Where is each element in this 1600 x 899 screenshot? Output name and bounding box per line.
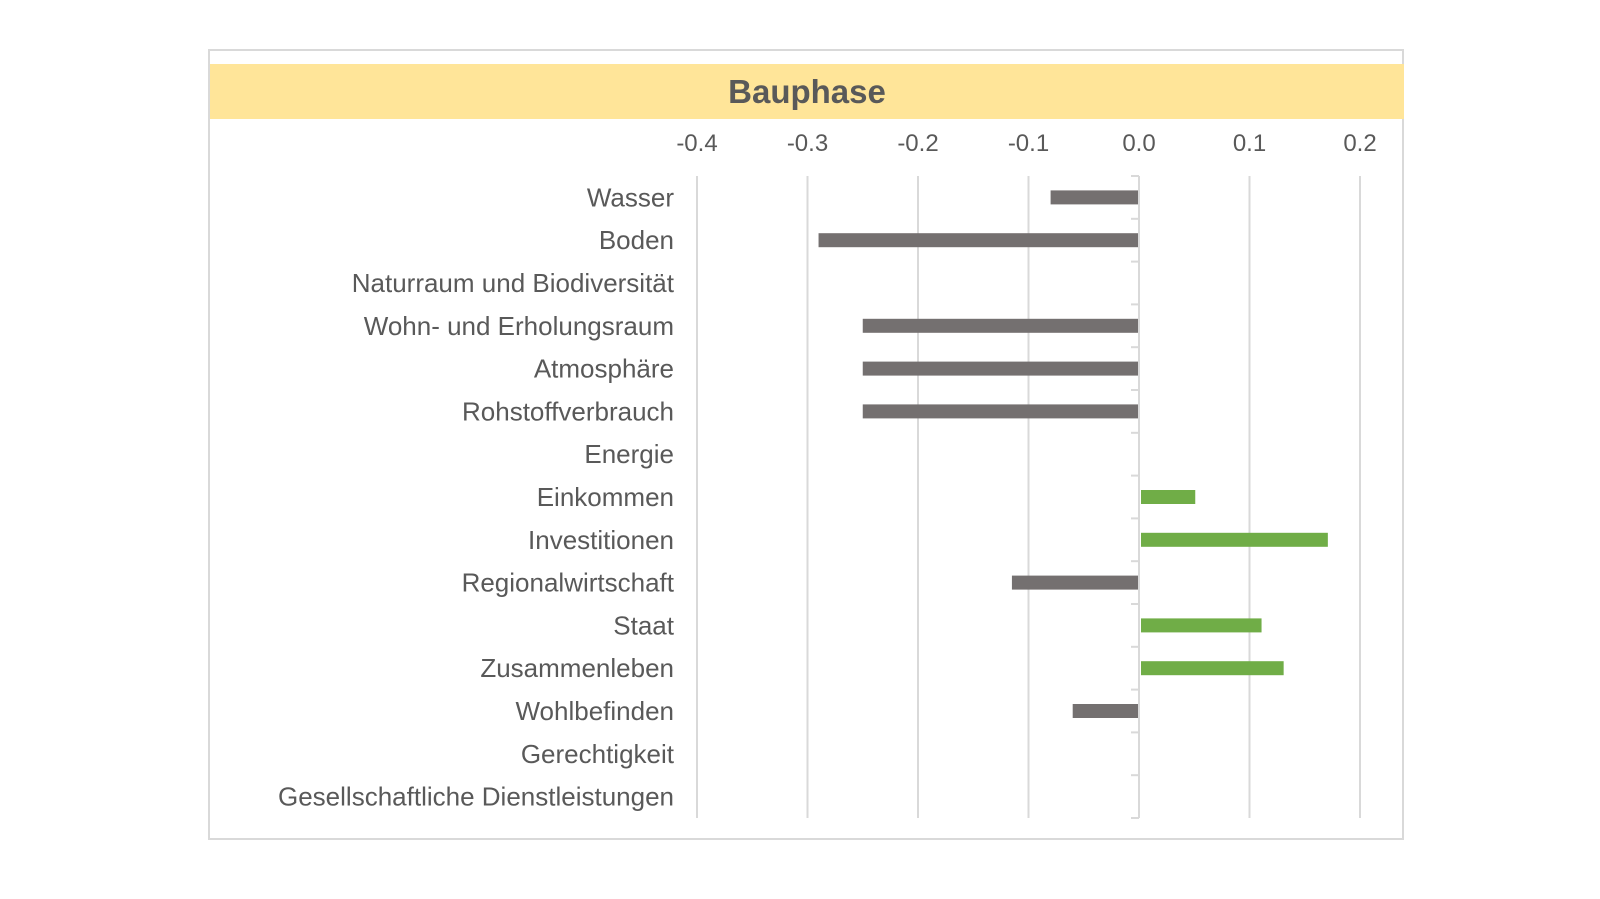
category-label: Staat — [613, 610, 674, 640]
category-label: Wohn- und Erholungsraum — [364, 311, 674, 341]
x-tick-label: 0.2 — [1343, 130, 1376, 157]
category-label: Wohlbefinden — [515, 696, 674, 726]
x-tick-label: 0.1 — [1233, 130, 1266, 157]
bar — [1141, 661, 1284, 676]
category-label: Gerechtigkeit — [521, 739, 675, 769]
category-label: Energie — [584, 439, 674, 469]
bar — [1141, 490, 1196, 504]
x-tick-label: 0.0 — [1122, 130, 1155, 157]
category-label: Wasser — [587, 182, 674, 212]
category-label: Naturraum und Biodiversität — [352, 268, 675, 298]
bars — [818, 190, 1328, 718]
category-label: Boden — [599, 225, 674, 255]
bar — [1141, 532, 1328, 547]
category-labels: Wasser Boden Naturraum und Biodiversität Wo… — [278, 182, 675, 811]
bar — [862, 404, 1138, 419]
x-axis-ticks: -0.4 -0.3 -0.2 -0.1 0.0 0.1 0.2 — [676, 130, 1376, 157]
bar — [1141, 618, 1262, 633]
x-tick-label: -0.2 — [897, 130, 938, 157]
category-label: Gesellschaftliche Dienstleistungen — [278, 782, 674, 812]
category-label: Atmosphäre — [534, 354, 674, 384]
bar — [818, 233, 1138, 248]
x-tick-label: -0.3 — [787, 130, 828, 157]
category-label: Regionalwirtschaft — [462, 568, 675, 598]
title-band — [210, 64, 1404, 119]
bar — [862, 361, 1138, 376]
bar — [1011, 575, 1138, 590]
chart-title: Bauphase — [728, 73, 886, 110]
x-tick-label: -0.1 — [1008, 130, 1049, 157]
gridlines — [696, 176, 1361, 818]
bar — [1072, 704, 1138, 718]
bar — [1050, 190, 1138, 205]
zero-axis — [1131, 175, 1140, 819]
category-label: Investitionen — [528, 525, 674, 555]
category-label: Zusammenleben — [480, 653, 674, 683]
x-tick-label: -0.4 — [676, 130, 717, 157]
chart-frame — [208, 49, 1404, 840]
bar — [862, 318, 1138, 333]
category-label: Einkommen — [537, 482, 674, 512]
category-label: Rohstoffverbrauch — [462, 396, 674, 426]
